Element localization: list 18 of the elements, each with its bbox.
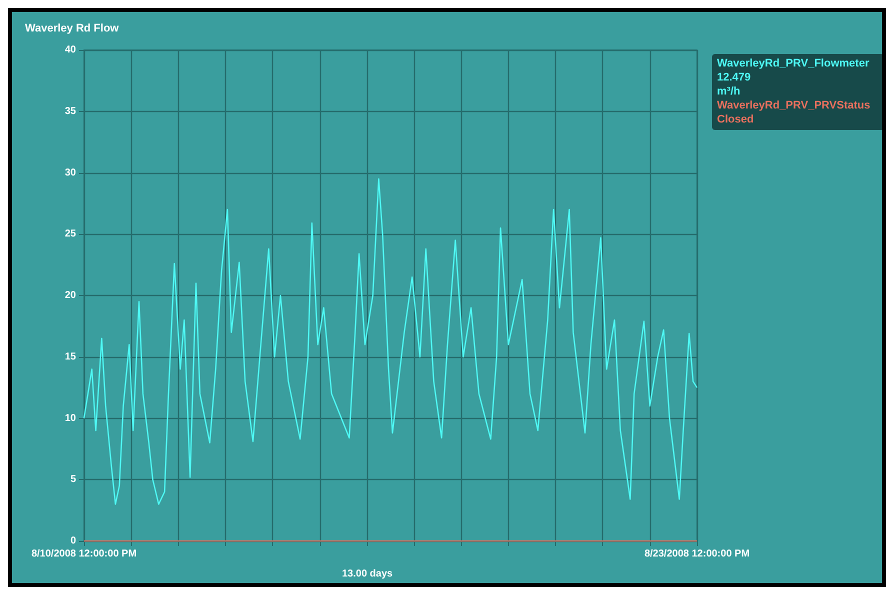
y-tick-label: 25 (64, 228, 76, 240)
y-tick-label: 10 (64, 412, 76, 424)
y-tick-label: 0 (70, 536, 76, 546)
text: Closed (717, 114, 754, 126)
text: m³/h (717, 86, 740, 98)
y-tick-label: 35 (64, 106, 76, 117)
text: WaverleyRd_PRV_PRVStatus (717, 100, 870, 112)
chart-title: Waverley Rd Flow (25, 22, 120, 34)
y-tick-label: 15 (64, 351, 76, 362)
y-tick-label: 30 (64, 167, 76, 178)
y-tick-label: 20 (64, 290, 76, 301)
text: 12.479 (717, 72, 751, 84)
x-tick-label: 8/23/2008 12:00:00 PM (644, 548, 750, 560)
text: 13.00 days (342, 568, 394, 580)
x-tick-label: 8/10/2008 12:00:00 PM (31, 548, 137, 560)
y-tick-label: 40 (64, 44, 76, 56)
y-tick-label: 5 (70, 474, 76, 486)
text: WaverleyRd_PRV_Flowmeter (717, 58, 870, 70)
